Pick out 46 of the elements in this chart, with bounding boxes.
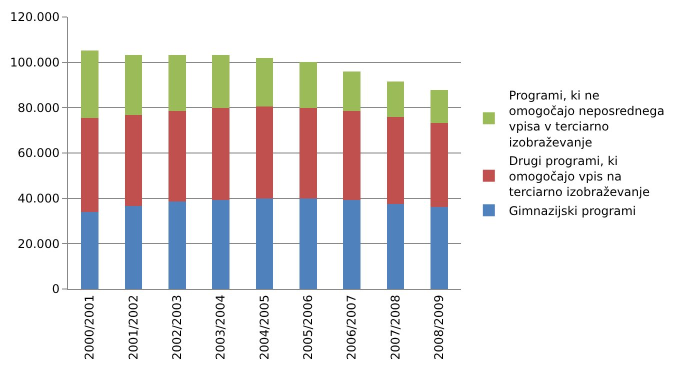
y-tick-label: 120.000	[10, 10, 60, 24]
legend-label: Drugi programi, ki omogočajo vpis na terciarno izobraževanje	[508, 154, 650, 200]
bar	[212, 200, 230, 289]
x-tick-label: 2007/2008	[388, 294, 402, 360]
y-tick-label: 60.000	[18, 146, 60, 160]
x-tick-label: 2008/2009	[432, 294, 446, 360]
bar	[299, 198, 317, 289]
x-tick-label: 2006/2007	[344, 294, 359, 360]
bar	[168, 201, 186, 289]
bar	[212, 108, 230, 200]
bar	[386, 204, 404, 289]
bar	[168, 54, 186, 111]
bar	[430, 123, 448, 208]
y-tick-label: 0	[52, 282, 60, 296]
bar	[81, 50, 99, 118]
bar	[386, 81, 404, 117]
bar	[299, 108, 317, 198]
bar	[343, 110, 361, 200]
bar	[430, 207, 448, 289]
y-tick-label: 40.000	[18, 192, 60, 206]
bar	[81, 118, 99, 212]
bar	[343, 71, 361, 111]
bar	[256, 198, 274, 289]
legend-label: Gimnazijski programi	[508, 204, 636, 218]
x-tick-label: 2003/2004	[214, 294, 228, 360]
y-tick-label: 80.000	[18, 100, 60, 115]
x-tick-label: 2004/2005	[257, 294, 272, 360]
bar	[343, 200, 361, 289]
x-tick-label: 2005/2006	[301, 294, 316, 360]
bar	[124, 206, 142, 289]
bar	[256, 106, 274, 198]
y-tick-label: 20.000	[18, 236, 60, 251]
x-tick-label: 2001/2002	[126, 294, 140, 360]
legend-label: Programi, ki ne omogočajo neposrednega vpisa v terciarno izobraževanje	[508, 88, 664, 150]
x-tick-label: 2000/2001	[82, 294, 97, 360]
bar	[299, 62, 317, 108]
bar	[430, 90, 448, 124]
bar	[256, 58, 274, 106]
x-tick-label: 2002/2003	[170, 294, 184, 360]
bar	[212, 54, 230, 108]
bar	[124, 54, 142, 116]
y-tick-label: 100.000	[10, 56, 60, 70]
bar	[81, 212, 99, 289]
bar	[124, 115, 142, 206]
bar	[168, 110, 186, 202]
bar	[386, 116, 404, 204]
